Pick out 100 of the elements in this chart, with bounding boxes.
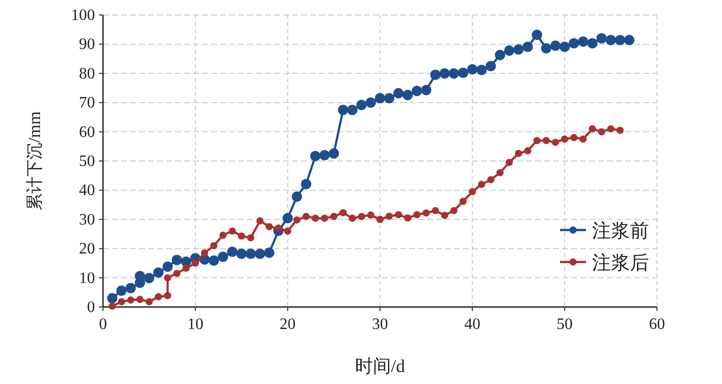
point	[568, 38, 580, 49]
point	[238, 232, 246, 240]
point	[164, 274, 172, 282]
point	[292, 191, 302, 202]
x-tick-label: 50	[556, 316, 573, 333]
point	[162, 262, 173, 272]
point	[302, 212, 310, 220]
point	[494, 50, 506, 60]
point	[339, 209, 347, 216]
point	[319, 150, 330, 160]
point	[450, 207, 458, 214]
point	[266, 223, 273, 230]
point	[367, 211, 374, 219]
point	[486, 60, 496, 72]
point	[284, 227, 292, 235]
point	[542, 136, 550, 144]
point	[164, 292, 172, 300]
point	[173, 270, 180, 278]
point	[126, 282, 136, 294]
point	[246, 248, 256, 260]
point	[504, 45, 514, 56]
point	[338, 104, 348, 116]
point	[208, 255, 219, 266]
point	[606, 34, 616, 46]
point	[422, 209, 430, 217]
point	[624, 34, 634, 46]
point	[172, 254, 182, 266]
point	[468, 188, 476, 196]
point	[384, 93, 394, 104]
point	[607, 125, 614, 132]
y-axis-title: 累计下沉/mm	[25, 111, 44, 211]
point	[228, 227, 236, 235]
point	[144, 272, 154, 284]
point	[376, 216, 384, 223]
point	[588, 125, 596, 132]
point	[478, 180, 486, 188]
point	[487, 176, 494, 184]
point	[293, 216, 300, 224]
point	[561, 136, 568, 143]
point	[210, 242, 218, 250]
point	[467, 64, 478, 75]
point	[404, 214, 412, 222]
point	[366, 97, 376, 108]
point	[430, 70, 441, 80]
point	[552, 138, 560, 146]
point	[514, 150, 522, 158]
point	[154, 293, 162, 300]
point	[348, 214, 356, 222]
x-tick-label: 30	[372, 316, 388, 333]
point	[312, 214, 319, 222]
x-tick-label: 40	[464, 316, 480, 333]
point	[432, 207, 439, 214]
point	[533, 136, 541, 144]
x-tick-label: 20	[280, 316, 296, 333]
point	[412, 86, 422, 96]
point	[321, 214, 328, 222]
point	[598, 128, 606, 136]
point	[116, 285, 127, 296]
point	[420, 84, 432, 96]
point	[127, 296, 134, 304]
x-axis-title: 时间/d	[354, 356, 406, 376]
y-tick-label: 40	[79, 182, 95, 200]
point	[374, 93, 386, 104]
point	[476, 64, 487, 76]
point	[496, 169, 504, 176]
point	[218, 252, 228, 262]
y-tick-label: 20	[79, 240, 95, 258]
point	[182, 264, 190, 272]
point	[219, 232, 227, 239]
point	[347, 104, 358, 116]
point	[118, 298, 126, 306]
x-tick-label: 10	[187, 316, 204, 333]
y-tick-label: 50	[79, 153, 95, 170]
point	[300, 178, 312, 190]
point	[441, 212, 448, 219]
point	[570, 134, 578, 142]
y-tick-label: 80	[79, 65, 95, 82]
point	[330, 212, 338, 220]
point	[532, 30, 542, 40]
point	[282, 213, 293, 224]
point	[136, 296, 144, 304]
point	[596, 33, 607, 44]
point	[522, 42, 533, 52]
y-tick-label: 70	[79, 94, 95, 112]
point	[402, 90, 413, 100]
x-tick-label: 60	[649, 316, 665, 333]
point	[524, 147, 532, 154]
point	[394, 211, 402, 218]
point	[614, 34, 626, 46]
y-tick-label: 90	[79, 36, 95, 54]
legend-label: 注浆前	[592, 220, 649, 242]
point	[200, 249, 208, 257]
point	[247, 234, 254, 242]
point	[386, 212, 393, 220]
point	[236, 248, 247, 260]
point	[541, 43, 552, 54]
point	[192, 260, 199, 267]
point	[506, 158, 513, 166]
point	[227, 246, 238, 258]
y-tick-label: 10	[79, 270, 95, 287]
